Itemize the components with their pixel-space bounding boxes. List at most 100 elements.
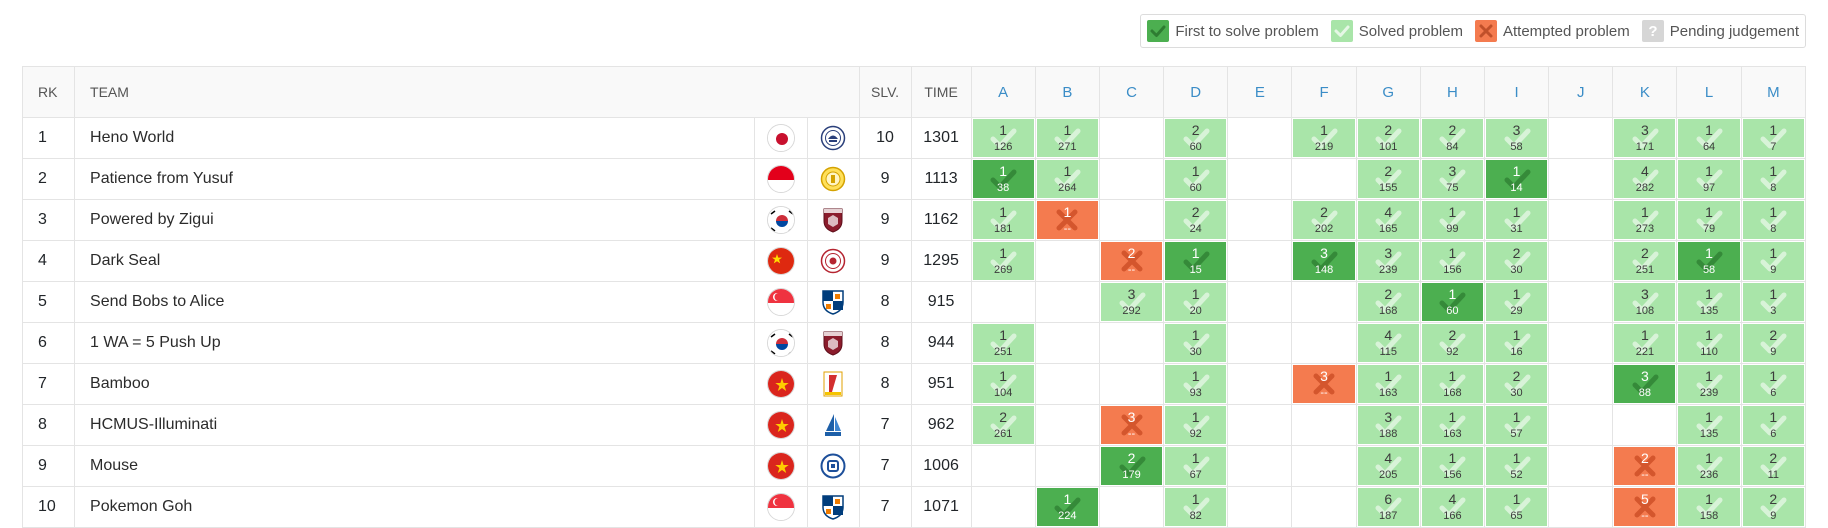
- problem-cell-h[interactable]: 1 60: [1419, 281, 1485, 323]
- solved-result[interactable]: 4 115: [1357, 324, 1419, 362]
- problem-cell-f[interactable]: 1 219: [1291, 117, 1357, 159]
- solved-result[interactable]: 1 239: [1678, 365, 1740, 403]
- attempted-result[interactable]: 3 --: [1293, 365, 1355, 403]
- solved-result[interactable]: 1 163: [1357, 365, 1419, 403]
- solved-result[interactable]: 1 156: [1421, 447, 1483, 485]
- solved-result[interactable]: 4 165: [1357, 201, 1419, 239]
- problem-cell-k[interactable]: 1 273: [1612, 199, 1678, 241]
- problem-cell-k[interactable]: 3 88: [1612, 363, 1678, 405]
- problem-cell-i[interactable]: 3 58: [1483, 117, 1550, 159]
- solved-result[interactable]: 1 251: [972, 324, 1034, 362]
- problem-cell-h[interactable]: 1 156: [1419, 240, 1485, 282]
- solved-header[interactable]: SLV.: [858, 66, 912, 118]
- problem-header-k[interactable]: K: [1612, 66, 1678, 118]
- problem-header-e[interactable]: E: [1227, 66, 1293, 118]
- solved-result[interactable]: 1 65: [1485, 488, 1548, 526]
- problem-header-j[interactable]: J: [1548, 66, 1614, 118]
- solved-result[interactable]: 2 251: [1614, 242, 1676, 280]
- solved-result[interactable]: 3 108: [1614, 283, 1676, 321]
- problem-cell-l[interactable]: 1 110: [1676, 322, 1742, 364]
- problem-header-d[interactable]: D: [1163, 66, 1229, 118]
- problem-cell-h[interactable]: 1 168: [1419, 363, 1485, 405]
- solved-result[interactable]: 1 29: [1485, 283, 1548, 321]
- team-name[interactable]: HCMUS-Illuminati: [74, 404, 756, 446]
- problem-cell-l[interactable]: 1 239: [1676, 363, 1742, 405]
- first-result[interactable]: 2 179: [1100, 447, 1163, 485]
- problem-header-h[interactable]: H: [1419, 66, 1485, 118]
- problem-cell-h[interactable]: 2 84: [1419, 117, 1485, 159]
- solved-result[interactable]: 3 239: [1357, 242, 1419, 280]
- team-row[interactable]: 10 Pokemon Goh 7 1071 1 224 1 82 6 187 4 166 1 65 5 -- 1…: [21, 486, 1807, 528]
- problem-cell-g[interactable]: 2 101: [1355, 117, 1421, 159]
- problem-cell-d[interactable]: 1 15: [1163, 240, 1229, 282]
- problem-cell-i[interactable]: 2 30: [1483, 363, 1550, 405]
- solved-result[interactable]: 1 273: [1614, 201, 1676, 239]
- solved-result[interactable]: 1 271: [1036, 119, 1098, 157]
- problem-cell-d[interactable]: 1 92: [1163, 404, 1229, 446]
- team-row[interactable]: 7 Bamboo 8 951 1 104 1 93 3 -- 1 163 1 168 2 30 3 88 1 239 1…: [21, 363, 1807, 405]
- solved-result[interactable]: 1 126: [972, 119, 1034, 157]
- problem-cell-h[interactable]: 1 156: [1419, 445, 1485, 487]
- first-result[interactable]: 1 60: [1421, 283, 1483, 321]
- problem-cell-i[interactable]: 1 31: [1483, 199, 1550, 241]
- first-result[interactable]: 1 38: [972, 160, 1034, 198]
- solved-result[interactable]: 1 135: [1678, 406, 1740, 444]
- solved-result[interactable]: 6 187: [1357, 488, 1419, 526]
- rank-header[interactable]: RK: [21, 66, 76, 118]
- problem-cell-i[interactable]: 1 14: [1483, 158, 1550, 200]
- problem-cell-g[interactable]: 3 188: [1355, 404, 1421, 446]
- problem-cell-m[interactable]: 2 11: [1740, 445, 1807, 487]
- problem-cell-i[interactable]: 1 52: [1483, 445, 1550, 487]
- solved-result[interactable]: 1 104: [972, 365, 1034, 403]
- problem-cell-i[interactable]: 1 29: [1483, 281, 1550, 323]
- problem-cell-k[interactable]: 3 108: [1612, 281, 1678, 323]
- solved-result[interactable]: 1 269: [972, 242, 1034, 280]
- problem-cell-h[interactable]: 1 99: [1419, 199, 1485, 241]
- solved-result[interactable]: 1 57: [1485, 406, 1548, 444]
- solved-result[interactable]: 1 156: [1421, 242, 1483, 280]
- problem-cell-k[interactable]: 3 171: [1612, 117, 1678, 159]
- team-name[interactable]: Send Bobs to Alice: [74, 281, 756, 323]
- solved-result[interactable]: 3 75: [1421, 160, 1483, 198]
- problem-cell-l[interactable]: 1 236: [1676, 445, 1742, 487]
- team-name[interactable]: Mouse: [74, 445, 756, 487]
- attempted-result[interactable]: 2 --: [1614, 447, 1676, 485]
- first-result[interactable]: 1 14: [1485, 160, 1548, 198]
- problem-cell-f[interactable]: 2 202: [1291, 199, 1357, 241]
- solved-result[interactable]: 1 135: [1678, 283, 1740, 321]
- problem-cell-l[interactable]: 1 97: [1676, 158, 1742, 200]
- problem-cell-l[interactable]: 1 79: [1676, 199, 1742, 241]
- solved-result[interactable]: 1 16: [1485, 324, 1548, 362]
- team-name[interactable]: Bamboo: [74, 363, 756, 405]
- solved-result[interactable]: 1 163: [1421, 406, 1483, 444]
- team-row[interactable]: 5 Send Bobs to Alice 8 915 3 292 1 20 2 168 1 60 1 29…: [21, 281, 1807, 323]
- solved-result[interactable]: 1 52: [1485, 447, 1548, 485]
- problem-cell-b[interactable]: 1 271: [1034, 117, 1100, 159]
- problem-cell-f[interactable]: 3 148: [1291, 240, 1357, 282]
- solved-result[interactable]: 1 181: [972, 201, 1034, 239]
- problem-cell-g[interactable]: 6 187: [1355, 486, 1421, 528]
- team-row[interactable]: 2 Patience from Yusuf 9 1113 1 38 1 264 1 60 2 155 3…: [21, 158, 1807, 200]
- problem-cell-c[interactable]: 2 --: [1098, 240, 1165, 282]
- solved-result[interactable]: 1 20: [1165, 283, 1227, 321]
- team-row[interactable]: 1 Heno World 10 1301 1 126 1 271 2 60 1 219 2 101 2 84 3…: [21, 117, 1807, 159]
- problem-cell-i[interactable]: 2 30: [1483, 240, 1550, 282]
- team-row[interactable]: 3 Powered by Zigui 9 1162 1 181 1 -- 2 24 2 202 4 165…: [21, 199, 1807, 241]
- problem-cell-h[interactable]: 4 166: [1419, 486, 1485, 528]
- problem-cell-d[interactable]: 1 60: [1163, 158, 1229, 200]
- solved-result[interactable]: 2 30: [1485, 365, 1548, 403]
- problem-cell-k[interactable]: 2 --: [1612, 445, 1678, 487]
- problem-cell-d[interactable]: 1 93: [1163, 363, 1229, 405]
- solved-result[interactable]: 1 97: [1678, 160, 1740, 198]
